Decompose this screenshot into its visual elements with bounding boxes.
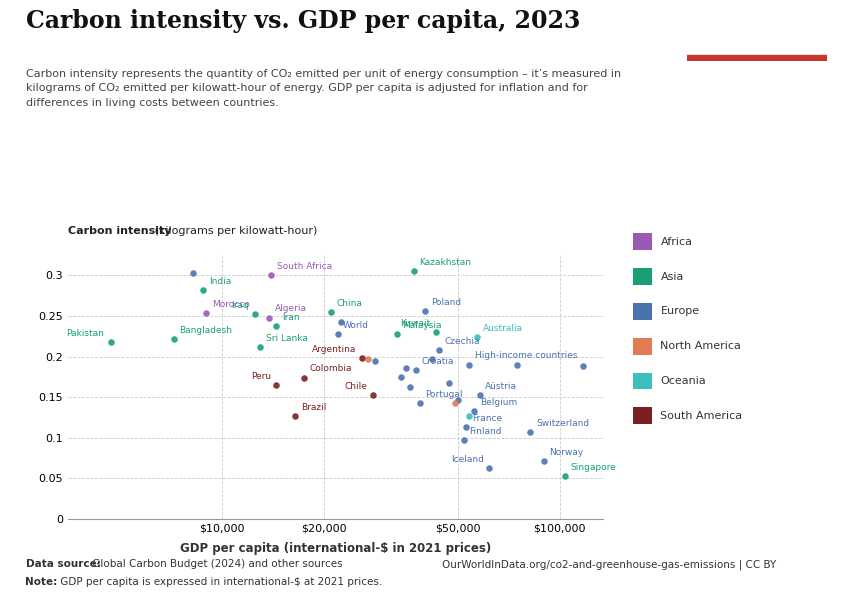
Text: Chile: Chile: [344, 382, 367, 391]
Point: [433, 345, 446, 355]
Text: Carbon intensity: Carbon intensity: [68, 226, 172, 236]
Text: Iran: Iran: [282, 313, 299, 322]
Point: [442, 379, 456, 388]
Point: [394, 372, 408, 382]
Text: Carbon intensity represents the quantity of CO₂ emitted per unit of energy consu: Carbon intensity represents the quantity…: [26, 69, 620, 108]
Text: World: World: [343, 320, 369, 329]
Point: [524, 427, 537, 437]
Text: Norway: Norway: [550, 448, 584, 457]
Point: [355, 353, 369, 363]
Text: Finland: Finland: [469, 427, 502, 436]
Text: Asia: Asia: [660, 272, 683, 281]
Point: [200, 308, 213, 318]
Point: [537, 457, 551, 466]
Text: High-income countries: High-income countries: [474, 352, 577, 361]
X-axis label: GDP per capita (international-$ in 2021 prices): GDP per capita (international-$ in 2021 …: [180, 542, 491, 555]
Point: [470, 332, 484, 342]
Point: [511, 360, 524, 370]
Point: [369, 356, 382, 366]
Text: Portugal: Portugal: [425, 389, 462, 398]
Bar: [687, 55, 827, 61]
Text: Malaysia: Malaysia: [403, 320, 442, 329]
Point: [264, 271, 278, 280]
Point: [366, 390, 380, 400]
Text: South America: South America: [660, 411, 743, 421]
Point: [186, 268, 200, 278]
Point: [460, 422, 473, 432]
Text: Note:: Note:: [26, 577, 58, 587]
Text: China: China: [337, 299, 362, 308]
Text: Kazakhstan: Kazakhstan: [419, 258, 471, 267]
Text: Global Carbon Budget (2024) and other sources: Global Carbon Budget (2024) and other so…: [89, 559, 343, 569]
Point: [403, 382, 416, 391]
Text: Oceania: Oceania: [660, 376, 706, 386]
Point: [269, 380, 283, 390]
Text: Iraq: Iraq: [231, 301, 249, 310]
Point: [462, 360, 476, 370]
Point: [334, 317, 348, 327]
Text: Belgium: Belgium: [480, 398, 518, 407]
Text: Our World: Our World: [723, 26, 791, 39]
Text: (kilograms per kilowatt-hour): (kilograms per kilowatt-hour): [151, 226, 318, 236]
Point: [324, 307, 337, 317]
Point: [288, 411, 302, 421]
Point: [575, 361, 589, 371]
Text: Kuwait: Kuwait: [400, 319, 430, 328]
Point: [253, 342, 267, 352]
Point: [451, 395, 465, 405]
Point: [331, 329, 344, 338]
Point: [483, 463, 496, 473]
Point: [407, 266, 421, 276]
Text: GDP per capita is expressed in international-$ at 2021 prices.: GDP per capita is expressed in internati…: [57, 577, 382, 587]
Text: Aüstria: Aüstria: [485, 382, 517, 391]
Text: Peru: Peru: [251, 372, 271, 381]
Text: Switzerland: Switzerland: [536, 419, 589, 428]
Point: [167, 334, 180, 343]
Point: [558, 471, 572, 481]
Text: Sri Lanka: Sri Lanka: [266, 334, 308, 343]
Text: Iceland: Iceland: [451, 455, 484, 464]
Point: [456, 436, 470, 445]
Text: Singapore: Singapore: [571, 463, 616, 472]
Text: Data source:: Data source:: [26, 559, 100, 569]
Text: Croatia: Croatia: [422, 357, 454, 366]
Point: [263, 313, 276, 322]
Text: Algeria: Algeria: [275, 304, 307, 313]
Point: [413, 398, 427, 407]
Text: Pakistan: Pakistan: [66, 329, 105, 338]
Text: Colombia: Colombia: [309, 364, 352, 373]
Point: [399, 363, 412, 373]
Point: [196, 285, 210, 295]
Text: Czechia: Czechia: [445, 337, 480, 346]
Point: [462, 411, 476, 421]
Text: France: France: [472, 414, 502, 423]
Text: Morocco: Morocco: [212, 301, 250, 310]
Text: in Data: in Data: [733, 44, 781, 57]
Point: [418, 306, 432, 316]
Text: Poland: Poland: [431, 298, 461, 307]
Text: Argentina: Argentina: [312, 345, 356, 354]
Text: Carbon intensity vs. GDP per capita, 2023: Carbon intensity vs. GDP per capita, 202…: [26, 9, 580, 33]
Point: [105, 337, 118, 347]
Point: [473, 390, 486, 400]
Text: Bangladesh: Bangladesh: [179, 326, 232, 335]
Point: [248, 310, 262, 319]
Point: [409, 365, 422, 375]
Text: Brazil: Brazil: [301, 403, 326, 412]
Text: Australia: Australia: [483, 324, 523, 333]
Text: OurWorldInData.org/co2-and-greenhouse-gas-emissions | CC BY: OurWorldInData.org/co2-and-greenhouse-ga…: [442, 559, 776, 570]
Point: [360, 354, 374, 364]
Point: [426, 354, 439, 364]
Text: Africa: Africa: [660, 237, 693, 247]
Point: [298, 373, 311, 382]
Point: [429, 328, 443, 337]
Point: [448, 398, 462, 407]
Point: [390, 329, 404, 338]
Text: South Africa: South Africa: [277, 262, 332, 271]
Point: [468, 406, 481, 416]
Point: [269, 322, 283, 331]
Text: Europe: Europe: [660, 307, 700, 316]
Text: North America: North America: [660, 341, 741, 351]
Text: India: India: [209, 277, 231, 286]
